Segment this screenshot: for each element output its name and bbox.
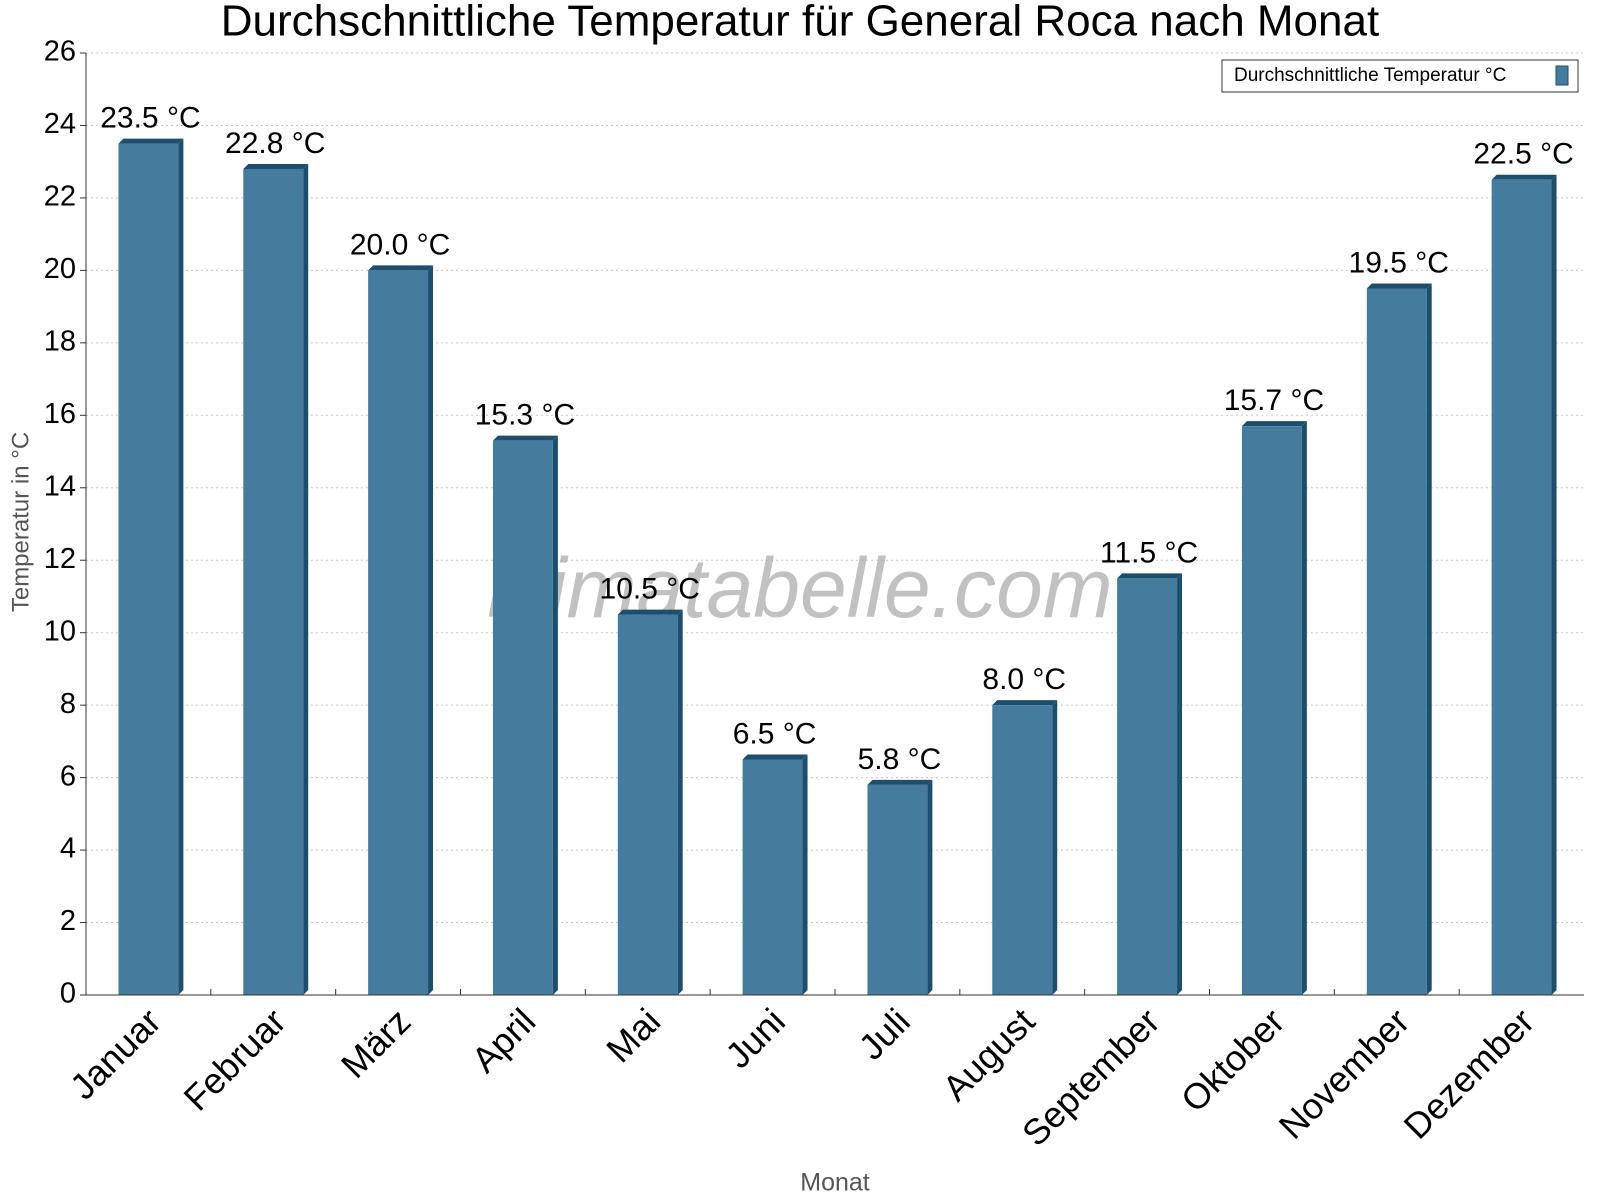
x-tick-label: März — [333, 1000, 419, 1086]
x-axis-label: Monat — [800, 1169, 870, 1197]
bar — [742, 759, 803, 995]
bar — [1117, 578, 1178, 995]
bar-side — [677, 609, 683, 995]
bar — [492, 440, 553, 996]
bar-top — [1241, 421, 1307, 427]
data-label: 5.8 °C — [858, 743, 942, 776]
data-label: 15.3 °C — [475, 399, 575, 432]
y-tick-label: 4 — [60, 833, 76, 865]
x-tick-label: Februar — [176, 1000, 294, 1118]
bar — [992, 705, 1053, 995]
x-tick-label: April — [463, 1000, 543, 1080]
x-tick-label: Juni — [717, 1000, 793, 1076]
legend-label: Durchschnittliche Temperatur °C — [1234, 65, 1506, 86]
watermark: klimatabelle.com — [487, 541, 1113, 635]
data-label: 8.0 °C — [982, 663, 1066, 696]
bar-top — [118, 138, 184, 144]
bar — [118, 143, 179, 996]
bar-side — [552, 435, 558, 996]
y-axis-label: Temperatur in °C — [7, 432, 34, 612]
x-tick-label: Juli — [851, 1000, 918, 1067]
y-tick-label: 22 — [44, 181, 76, 213]
bar-top — [243, 163, 309, 169]
bar-top — [992, 700, 1058, 706]
bar — [243, 168, 304, 995]
bar-top — [368, 265, 434, 271]
data-label: 6.5 °C — [733, 717, 817, 750]
x-tick-label: August — [934, 1000, 1042, 1108]
data-label: 15.7 °C — [1224, 384, 1324, 417]
bar-top — [492, 435, 558, 441]
y-tick-label: 10 — [44, 615, 76, 647]
y-tick-label: 12 — [44, 543, 76, 575]
y-tick-label: 18 — [44, 326, 76, 358]
bar-top — [1491, 174, 1557, 180]
y-tick-label: 26 — [44, 36, 76, 68]
x-tick-label: Januar — [62, 1000, 169, 1107]
x-tick-label: Oktober — [1173, 1000, 1293, 1120]
bar-side — [1052, 700, 1058, 995]
bar — [617, 614, 678, 995]
data-label: 22.5 °C — [1473, 138, 1573, 171]
y-tick-label: 20 — [44, 253, 76, 285]
bar-side — [927, 779, 933, 995]
bar — [1241, 426, 1302, 996]
legend-swatch — [1555, 65, 1569, 86]
y-tick-label: 6 — [60, 760, 76, 792]
bar-top — [742, 754, 808, 760]
x-tick-label: Mai — [598, 1000, 668, 1070]
data-label: 23.5 °C — [100, 101, 200, 134]
bar-side — [1551, 174, 1557, 996]
bar-side — [802, 754, 808, 995]
bar-side — [1177, 573, 1183, 995]
y-tick-label: 24 — [44, 108, 76, 140]
y-tick-label: 8 — [60, 688, 76, 720]
bar — [1491, 179, 1552, 996]
bar-side — [303, 163, 309, 995]
x-tick-label: Dezember — [1396, 1000, 1542, 1146]
bar-side — [1301, 421, 1307, 996]
bar — [867, 784, 928, 995]
y-tick-label: 0 — [60, 978, 76, 1010]
data-label: 10.5 °C — [600, 572, 700, 605]
legend-box — [1221, 59, 1579, 93]
bar-top — [1117, 573, 1183, 579]
y-tick-label: 14 — [44, 470, 76, 502]
data-label: 22.8 °C — [225, 127, 325, 160]
y-tick-label: 16 — [44, 398, 76, 430]
data-label: 19.5 °C — [1349, 246, 1449, 279]
bar — [368, 270, 429, 995]
data-label: 20.0 °C — [350, 228, 450, 261]
bar-side — [1426, 283, 1432, 995]
bar — [1366, 288, 1427, 995]
x-tick-label: November — [1271, 1000, 1417, 1146]
bar-side — [178, 138, 184, 996]
chart-title: Durchschnittliche Temperatur für General… — [221, 0, 1379, 46]
data-label: 11.5 °C — [1100, 536, 1198, 569]
x-tick-label: September — [1014, 1000, 1168, 1154]
bar-top — [867, 779, 933, 785]
bar-side — [428, 265, 434, 995]
bar-top — [617, 609, 683, 615]
bar-top — [1366, 283, 1432, 289]
y-tick-label: 2 — [60, 905, 76, 937]
